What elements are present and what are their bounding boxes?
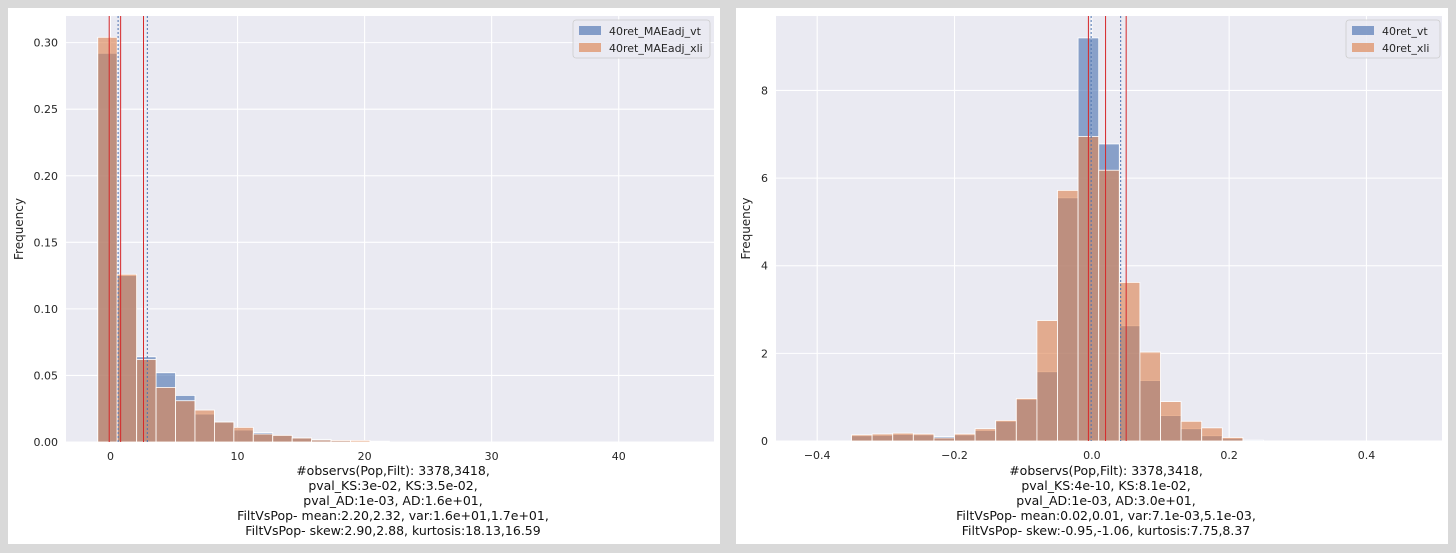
histogram-chart-maeadj: 0 10 20 30 40 0.00 0.05 0.10 0.15 0.20 0.25 0.30 Fre… (12, 16, 714, 538)
caption-line: #observs(Pop,Filt): 3378,3418, (1009, 463, 1203, 478)
histogram-bar (1139, 351, 1161, 442)
histogram-bar (974, 428, 997, 442)
plot-area (66, 16, 714, 442)
caption-line: FiltVsPop- skew:-0.95,-1.06, kurtosis:7.… (962, 523, 1251, 538)
x-tick-label: 0.0 (1083, 449, 1101, 462)
histogram-bar (1221, 437, 1244, 442)
histogram-bar (1180, 420, 1203, 442)
y-tick-label: 0.25 (34, 103, 59, 116)
y-axis-label: Frequency (739, 198, 753, 260)
x-tick-label: −0.4 (804, 449, 831, 462)
legend: 40ret_vt 40ret_xli (1345, 19, 1441, 59)
histogram-bar (1036, 320, 1058, 442)
histogram-bar (194, 409, 215, 443)
caption-line: FiltVsPop- mean:2.20,2.32, var:1.6e+01,1… (237, 508, 549, 523)
y-tick-label: 0.00 (34, 436, 59, 449)
x-tick-label: −0.2 (941, 449, 968, 462)
legend-swatch (1352, 43, 1374, 52)
histogram-bar (369, 440, 390, 443)
legend-swatch (579, 26, 601, 35)
histogram-bar (311, 439, 332, 443)
legend-swatch (1352, 26, 1374, 35)
histogram-bar (136, 359, 157, 443)
histogram-bar (116, 273, 138, 443)
legend-entry: 40ret_vt (1382, 25, 1428, 38)
histogram-bar (155, 387, 176, 443)
histogram-panel-left: 0 10 20 30 40 0.00 0.05 0.10 0.15 0.20 0.25 0.30 Fre… (8, 8, 720, 544)
y-tick-label: 0.15 (34, 236, 59, 249)
histogram-bar (350, 440, 371, 443)
histogram-bar (1118, 281, 1141, 442)
x-tick-label: 0.2 (1220, 449, 1238, 462)
caption-line: pval_KS:4e-10, KS:8.1e-02, (1021, 478, 1190, 493)
y-tick-label: 0.20 (34, 170, 59, 183)
legend-entry: 40ret_xli (1382, 42, 1429, 55)
y-tick-label: 2 (761, 347, 768, 360)
histogram-bar (1160, 401, 1182, 442)
x-tick-label: 0.4 (1358, 449, 1376, 462)
y-tick-label: 0 (761, 435, 768, 448)
legend-swatch (579, 43, 601, 52)
histogram-bar (175, 400, 196, 443)
caption-line: FiltVsPop- mean:0.02,0.01, var:7.1e-03,5… (956, 508, 1256, 523)
histogram-bar (1057, 189, 1079, 442)
x-tick-label: 40 (612, 450, 626, 463)
legend: 40ret_MAEadj_vt 40ret_MAEadj_xli (572, 19, 711, 59)
y-tick-label: 8 (761, 84, 768, 97)
caption-line: pval_KS:3e-02, KS:3.5e-02, (308, 478, 477, 493)
y-tick-label: 4 (761, 260, 768, 273)
histogram-bar (871, 433, 894, 442)
histogram-bar (1201, 427, 1223, 442)
histogram-bar (933, 437, 955, 442)
histogram-bar (97, 36, 118, 443)
histogram-bar (233, 426, 254, 443)
histogram-bar (330, 440, 351, 443)
caption-line: pval_AD:1e-03, AD:3.0e+01, (1016, 493, 1195, 508)
histogram-bar (214, 421, 235, 443)
x-tick-label: 0 (107, 450, 114, 463)
histogram-bar (1015, 398, 1038, 442)
histogram-bar (851, 434, 873, 442)
y-tick-label: 6 (761, 172, 768, 185)
histogram-bar (272, 434, 293, 443)
y-axis-label: Frequency (12, 198, 26, 260)
caption-line: pval_AD:1e-03, AD:1.6e+01, (303, 493, 482, 508)
histogram-panel-right: −0.4 −0.2 0.0 0.2 0.4 0 2 4 6 8 Frequency 40ret_vt 4… (736, 8, 1448, 544)
caption-line: #observs(Pop,Filt): 3378,3418, (296, 463, 490, 478)
caption-line: FiltVsPop- skew:2.90,2.88, kurtosis:18.1… (245, 523, 540, 538)
x-tick-label: 30 (485, 450, 499, 463)
y-tick-label: 0.05 (34, 369, 59, 382)
y-tick-label: 0.10 (34, 303, 59, 316)
histogram-bar (912, 433, 935, 442)
histogram-bar (1242, 439, 1264, 442)
histogram-bar (291, 437, 313, 443)
histogram-bar (252, 433, 274, 443)
histogram-bar (954, 433, 976, 442)
x-tick-label: 20 (358, 450, 372, 463)
histogram-bar (995, 420, 1017, 442)
legend-box (572, 19, 711, 59)
y-tick-label: 0.30 (34, 37, 59, 50)
legend-entry: 40ret_MAEadj_vt (609, 25, 702, 38)
x-tick-label: 10 (231, 450, 245, 463)
histogram-chart-ret: −0.4 −0.2 0.0 0.2 0.402468Frequency40ret_vt4… (739, 16, 1442, 538)
legend-entry: 40ret_MAEadj_xli (609, 42, 703, 55)
histogram-bar (892, 432, 914, 442)
histogram-bar (1098, 169, 1120, 442)
